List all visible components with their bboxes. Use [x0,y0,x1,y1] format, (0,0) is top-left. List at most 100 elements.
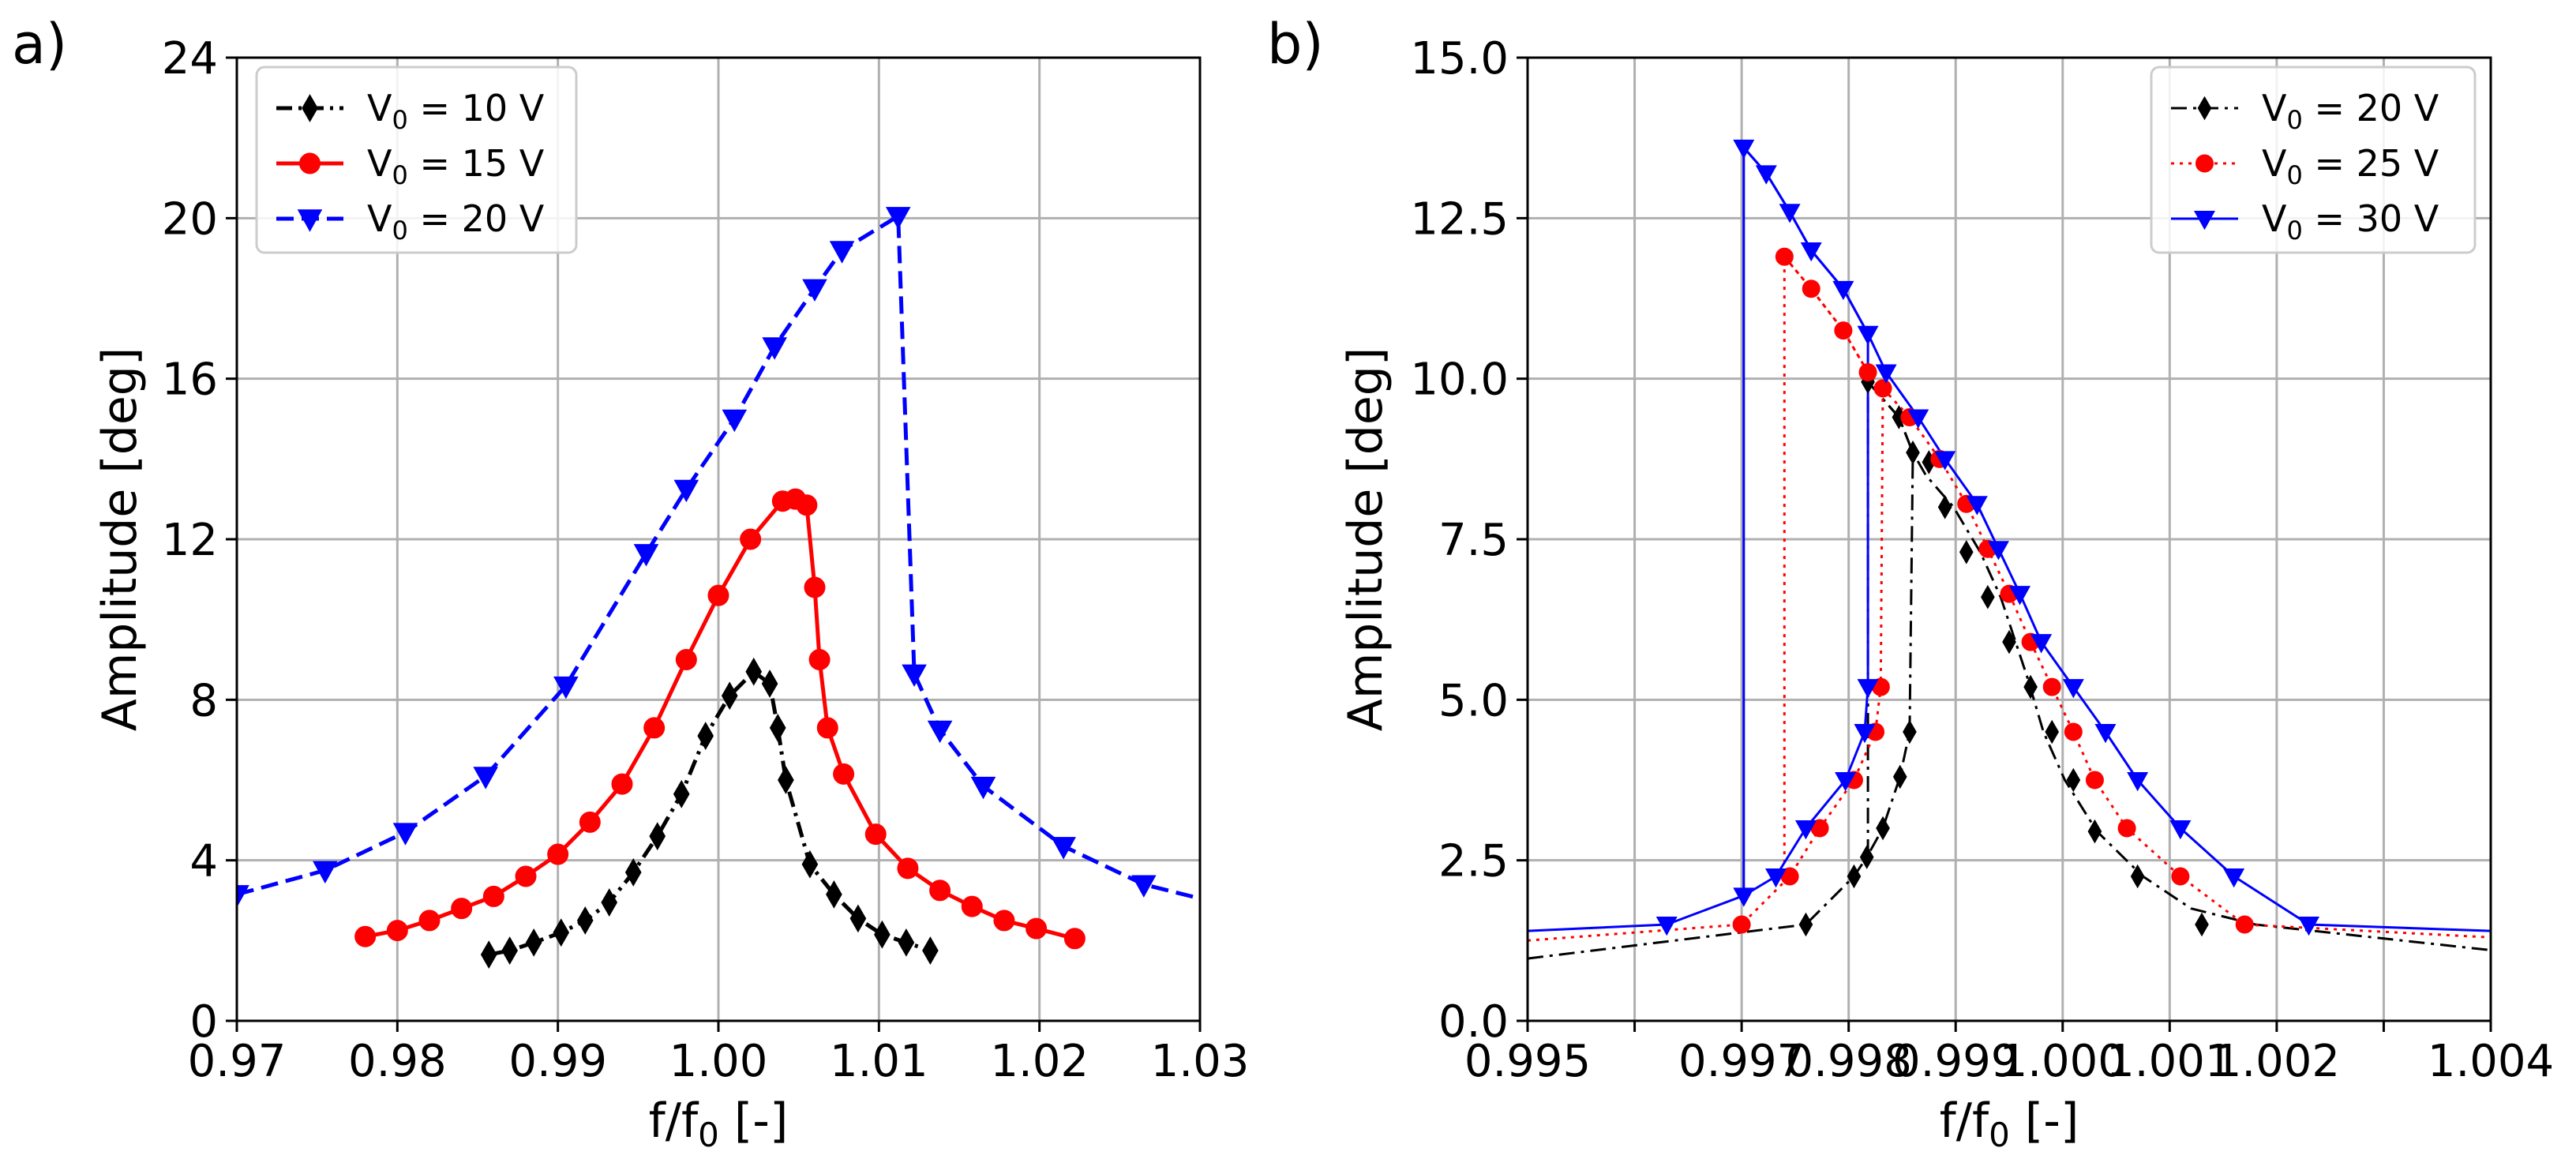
series-0-marker [480,940,497,970]
series-2-marker [2009,586,2031,606]
series-1-marker [707,584,729,606]
series-line-1 [1528,255,1884,942]
series-0-marker [826,880,842,909]
series-1-marker [418,910,441,932]
series-0-marker [501,936,518,965]
series-1-marker [2117,819,2136,838]
panel-b-y-ticks: 0.0 2.5 5.0 7.5 10.0 12.5 15.0 [1410,33,1528,1048]
series-0-marker [673,779,690,808]
legend-label: V0 = 10 V [367,87,545,135]
panel-a: a) 0.97 0.98 0.99 1.00 1.01 1.02 1.03 0 4 8 12 16 2… [12,12,1249,1154]
series-2-marker [1764,868,1787,888]
series-0-marker [553,918,570,947]
series-2-marker [633,544,659,567]
series-2-marker [1794,820,1817,840]
x-tick-label: 1.00 [669,1036,768,1087]
series-1-marker [386,920,408,942]
series-1-marker [547,843,569,865]
series-1-marker [804,576,826,598]
series-line-descend-1 [1783,256,2491,939]
series-0-marker [2045,719,2060,745]
panel-a-x-axis-label: f/f0 [-] [649,1093,789,1154]
legend-marker [302,94,318,122]
series-line-0 [488,670,932,957]
series-0-marker [778,766,794,794]
x-tick-label: 0.997 [1678,1036,1805,1087]
series-2-marker [1875,364,1897,384]
series-2-marker [2169,820,2192,840]
series-2-marker [1966,496,1988,516]
series-1-marker [993,910,1015,932]
series-1-marker [816,717,838,739]
legend-label: V0 = 30 V [2262,197,2439,246]
series-1-marker [796,494,818,516]
x-tick-label: 0.999 [1892,1036,2019,1087]
series-1-marker [1063,928,1086,950]
series-0-marker [801,850,819,879]
y-tick-label: 10.0 [1410,354,1509,406]
series-1-marker [864,823,887,846]
series-1-marker [515,865,537,887]
series-0-marker [1876,816,1890,841]
series-0-marker [2023,674,2038,700]
series-0-marker [1903,719,1917,745]
series-0-marker [1892,764,1907,790]
series-0-marker [624,858,642,887]
x-tick-label: 0.97 [188,1036,287,1087]
series-0-marker [761,670,778,698]
panel-b-x-axis-label: f/f0 [-] [1940,1093,2079,1154]
series-0-marker [576,906,594,935]
series-0-marker [2195,912,2209,937]
series-2-marker [1854,724,1876,744]
series-2-marker [1832,280,1854,301]
panel-a-y-ticks: 0 4 8 12 16 20 24 [162,33,237,1048]
series-1-marker [929,880,951,902]
series-line-descend-0 [1866,381,2491,951]
series-1-marker [2085,771,2104,790]
legend-label: V0 = 20 V [2262,87,2439,135]
series-2-marker [1655,917,1678,936]
panel-a-legend: V0 = 10 V V0 = 15 V V0 = 20 V [255,66,578,254]
series-1-marker [740,528,762,550]
series-2-marker [1755,165,1777,185]
y-tick-label: 7.5 [1438,515,1509,566]
series-1-marker [579,811,601,833]
series-0-marker [601,888,618,917]
series-1-marker [833,763,855,785]
series-1-marker [611,773,633,795]
series-0-marker [1847,864,1862,889]
series-1-marker [961,895,983,917]
series-1-marker [2235,915,2254,934]
y-tick-label: 16 [162,354,218,406]
series-2-marker [2030,634,2053,654]
legend-label: V0 = 20 V [367,197,545,246]
series-0-marker [1959,539,1974,564]
series-0-marker [1859,845,1874,869]
series-2-marker [722,409,748,433]
series-2-marker [1934,451,1956,471]
y-tick-label: 15.0 [1410,33,1509,84]
series-line-2 [237,214,1200,901]
legend-marker [299,152,321,174]
series-2-marker [802,279,827,302]
series-1-marker [1026,917,1048,940]
panel-a-label: a) [12,12,67,77]
series-2-marker [902,664,927,688]
series-1-marker [2064,722,2083,741]
series-2-marker [1051,837,1076,860]
panel-a-series-markers [237,207,1157,970]
panel-b-series-markers [1655,139,2320,937]
series-0-marker [2002,629,2016,655]
y-tick-label: 0.0 [1438,996,1509,1048]
series-0-marker [769,714,786,742]
legend-label: V0 = 25 V [2262,142,2439,190]
series-1-marker [897,857,919,880]
series-0-marker [745,657,763,686]
x-tick-label: 0.99 [508,1036,607,1087]
x-tick-label: 0.998 [1786,1036,1912,1087]
series-0-marker [2130,864,2145,889]
x-tick-label: 1.01 [830,1036,928,1087]
